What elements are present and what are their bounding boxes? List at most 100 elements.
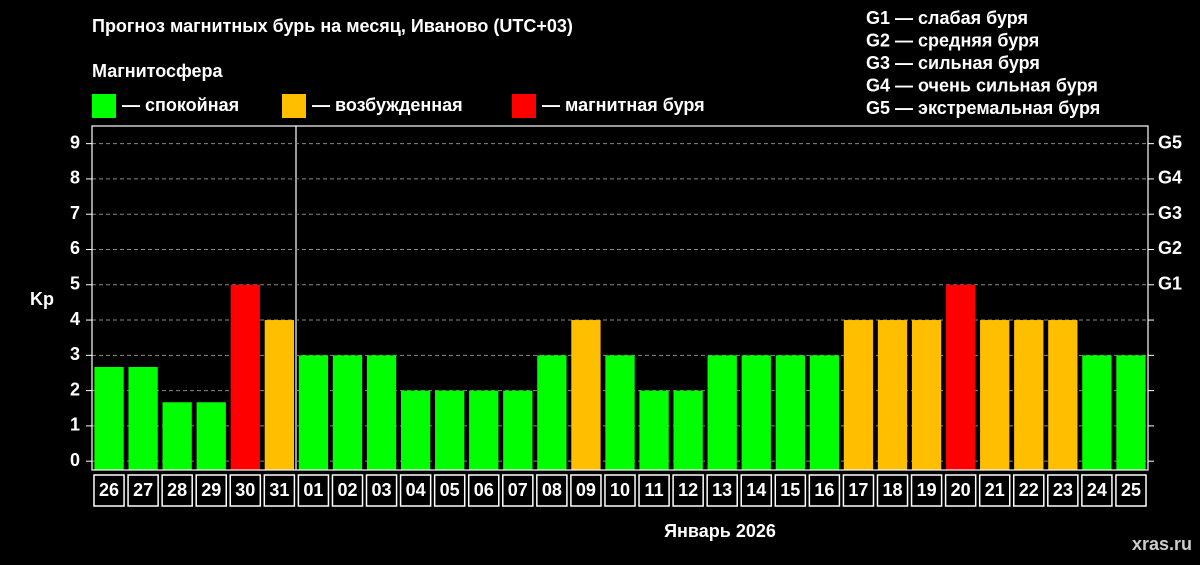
x-tick-box [263,474,296,507]
x-tick-box [502,474,534,507]
x-tick-label: 31 [269,480,289,500]
x-tick-label: 05 [440,480,460,500]
legend-title: Магнитосфера [92,61,224,81]
bar [298,355,329,470]
y-tick-label: 6 [70,238,80,258]
x-tick-box [365,474,398,507]
x-tick-label: 27 [133,480,153,500]
bar [230,284,260,470]
x-tick-label: 07 [508,480,528,500]
x-tick-label: 10 [610,480,630,500]
storm-scale-item: G2 — средняя буря [866,30,1039,50]
bar [366,355,397,470]
bar [1082,355,1112,470]
x-tick-box [944,474,977,507]
x-tick-box [1115,474,1147,507]
x-tick-label: 13 [712,480,732,500]
x-tick-label: 15 [780,480,800,500]
x-tick-label: 16 [814,480,834,500]
x-tick-box [93,474,125,507]
bar [775,355,805,470]
bar [264,320,295,470]
x-tick-label: 17 [848,480,868,500]
x-tick-label: 25 [1121,480,1141,500]
storm-scale-item: G5 — экстремальная буря [866,98,1100,118]
x-tick-label: 24 [1087,480,1107,500]
x-tick-label: 23 [1053,480,1073,500]
x-tick-label: 30 [235,480,255,500]
bar [605,355,635,470]
x-tick-box [161,474,193,507]
x-tick-box [229,474,262,507]
x-tick-box [638,474,670,507]
legend-swatch [512,94,536,118]
y-axis-label: Kp [30,289,54,309]
x-tick-label: 21 [985,480,1005,500]
chart-title: Прогноз магнитных бурь на месяц, Иваново… [92,16,573,36]
y-tick-label: 0 [70,450,80,470]
bar [673,390,703,470]
y-tick-label: 2 [70,379,80,399]
x-tick-box [1012,474,1045,507]
bar [162,402,192,470]
x-axis-label: Январь 2026 [664,521,776,541]
legend-swatch [92,94,116,118]
y2-tick-label: G4 [1158,168,1182,188]
x-tick-box [195,474,228,507]
bar [503,390,533,470]
bar [809,355,840,470]
y-tick-label: 8 [70,168,80,188]
x-tick-label: 14 [746,480,766,500]
x-tick-box [706,474,738,507]
x-tick-box [399,474,432,507]
x-tick-box [740,474,773,507]
y2-tick-label: G2 [1158,238,1182,258]
bar [1048,320,1078,470]
x-tick-label: 01 [303,480,323,500]
bar [1014,320,1044,470]
y-tick-label: 5 [70,274,80,294]
x-tick-box [876,474,909,507]
legend-label: — возбужденная [312,95,463,115]
bar [639,390,669,470]
bar [741,355,771,470]
x-tick-label: 09 [576,480,596,500]
bar [196,402,226,470]
x-tick-label: 08 [542,480,562,500]
x-tick-box [1047,474,1079,507]
storm-scale-item: G4 — очень сильная буря [866,75,1098,95]
x-tick-label: 20 [951,480,971,500]
bar [537,355,567,470]
x-tick-box [910,474,943,507]
bar [980,320,1010,470]
x-tick-label: 29 [201,480,221,500]
y-tick-label: 7 [70,203,80,223]
x-tick-label: 12 [678,480,698,500]
bar [571,320,601,470]
legend-label: — магнитная буря [542,95,705,115]
x-tick-box [774,474,807,507]
x-tick-box [331,474,364,507]
plot-frame [91,125,1149,471]
bar [945,284,976,470]
bar [332,355,363,470]
x-tick-box [467,474,500,507]
bar [94,366,124,470]
x-tick-box [536,474,568,507]
x-tick-box [978,474,1011,507]
x-tick-label: 03 [372,480,392,500]
bar [843,320,874,470]
x-tick-box [672,474,704,507]
x-tick-box [433,474,466,507]
legend-swatch [282,94,306,118]
x-tick-label: 06 [474,480,494,500]
bar [877,320,908,470]
x-tick-label: 19 [917,480,937,500]
legend-label: — спокойная [122,95,239,115]
x-tick-box [127,474,159,507]
x-tick-box [604,474,636,507]
y-tick-label: 1 [70,415,80,435]
x-tick-box [570,474,602,507]
y2-tick-label: G5 [1158,132,1182,152]
